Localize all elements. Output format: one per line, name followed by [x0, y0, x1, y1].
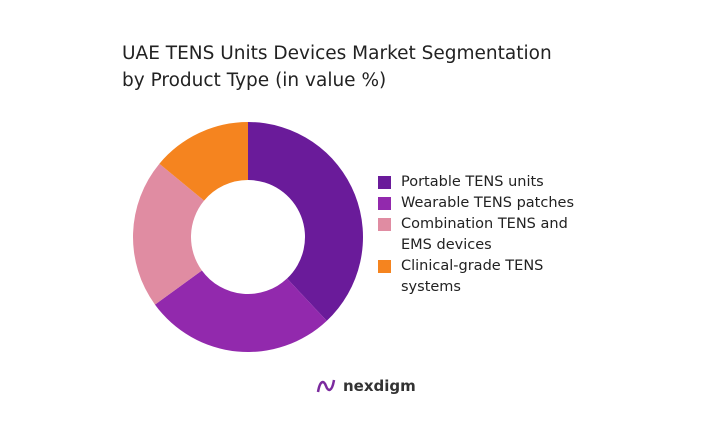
legend-swatch	[378, 218, 391, 231]
legend-label: Combination TENS and EMS devices	[401, 216, 568, 253]
legend-label: Clinical-grade TENS systems	[401, 258, 544, 295]
legend-label: Portable TENS units	[401, 174, 544, 190]
brand-icon	[316, 379, 336, 393]
legend-swatch	[378, 176, 391, 189]
legend-label: Wearable TENS patches	[401, 195, 574, 211]
legend: Portable TENS units Wearable TENS patches…	[378, 172, 593, 298]
brand-name: nexdigm	[343, 377, 416, 395]
brand: nexdigm	[316, 376, 416, 396]
donut-slice	[133, 163, 205, 305]
donut-slice	[248, 122, 363, 321]
donut-slice	[159, 121, 248, 201]
chart-title: UAE TENS Units Devices Market Segmentati…	[122, 43, 552, 91]
legend-item: Clinical-grade TENS systems	[378, 256, 593, 298]
legend-item: Portable TENS units	[378, 172, 593, 193]
legend-item: Combination TENS and EMS devices	[378, 214, 593, 256]
legend-item: Wearable TENS patches	[378, 193, 593, 214]
legend-swatch	[378, 197, 391, 210]
legend-swatch	[378, 260, 391, 273]
donut-slice	[154, 270, 327, 352]
